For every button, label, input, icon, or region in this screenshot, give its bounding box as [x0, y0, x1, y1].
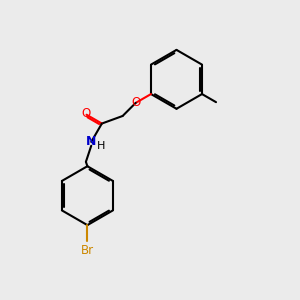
Text: O: O: [81, 107, 91, 120]
Text: H: H: [97, 141, 105, 151]
Text: Br: Br: [81, 244, 94, 257]
Text: O: O: [131, 96, 140, 110]
Text: N: N: [86, 135, 96, 148]
